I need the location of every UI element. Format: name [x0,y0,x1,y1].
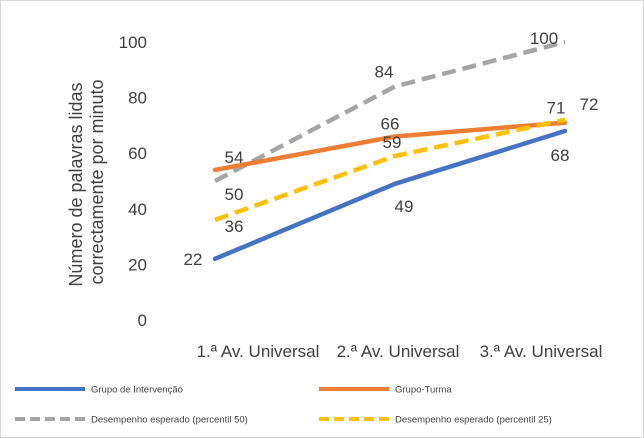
data-label: 22 [184,250,203,269]
series-line [212,128,568,262]
y-axis-label-line-2: correctamente por minuto [87,79,107,284]
y-axis-label: Número de palavras lidas correctamente p… [66,77,107,286]
data-labels: 22 49 68 54 66 71 50 84 100 36 59 72 [184,29,599,269]
data-label: 54 [225,148,244,167]
series-line [212,120,568,173]
y-tick-label: 100 [119,33,147,52]
legend-label: Grupo-Turma [395,385,452,396]
data-label: 84 [375,62,394,81]
data-label: 59 [383,133,402,152]
x-tick-label: 2.ª Av. Universal [337,342,460,361]
data-label: 36 [225,217,244,236]
y-axis-ticks: 0 20 40 60 80 100 [119,33,147,330]
legend: Grupo de Intervenção Grupo-Turma Desempenh… [15,385,552,426]
y-tick-label: 20 [128,255,147,274]
data-label: 72 [580,95,599,114]
x-tick-label: 1.ª Av. Universal [197,342,320,361]
y-tick-label: 40 [128,200,147,219]
data-label: 100 [530,29,558,48]
y-tick-label: 60 [128,144,147,163]
series-lines [212,39,568,262]
series-line [214,117,566,223]
legend-label: Desempenho esperado (percentil 50) [91,415,248,426]
legend-label: Grupo de Intervenção [91,385,183,396]
y-axis-label-line-1: Número de palavras lidas [66,82,86,286]
data-label: 68 [551,146,570,165]
data-label: 50 [225,185,244,204]
x-axis-ticks: 1.ª Av. Universal 2.ª Av. Universal 3.ª Av… [197,342,603,361]
x-tick-label: 3.ª Av. Universal [480,342,603,361]
data-label: 71 [547,99,566,118]
data-label: 49 [395,197,414,216]
data-label: 66 [381,115,400,134]
y-tick-label: 80 [128,89,147,108]
series-line [213,39,566,183]
y-tick-label: 0 [138,311,147,330]
legend-label: Desempenho esperado (percentil 25) [395,415,552,426]
